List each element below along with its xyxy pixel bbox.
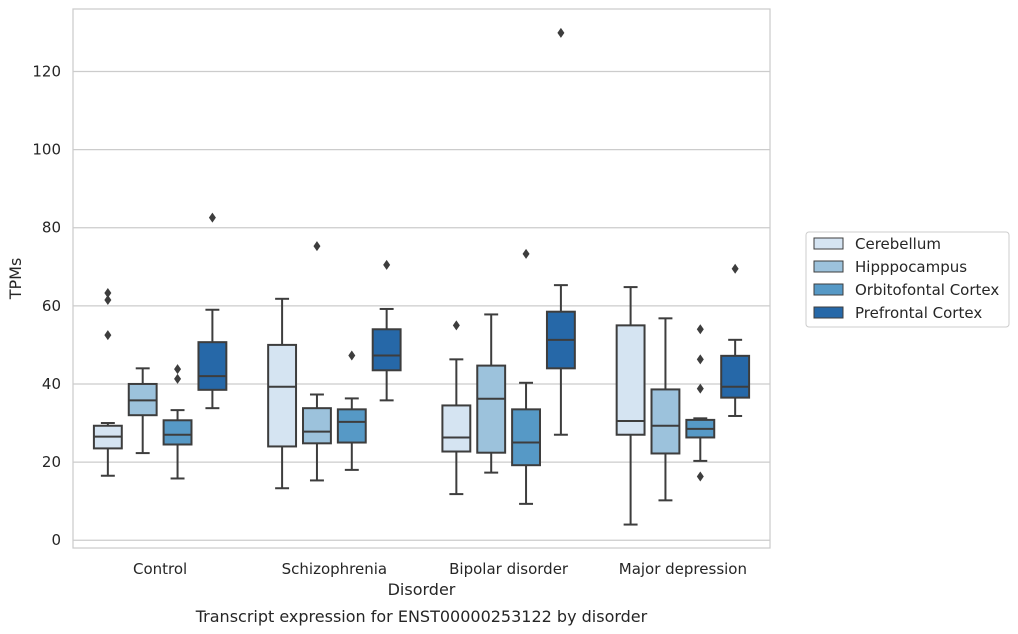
outlier-point (731, 263, 739, 274)
outlier-point (696, 383, 704, 394)
box-group (511, 248, 541, 505)
legend-swatch (813, 283, 844, 296)
y-tick-label: 20 (42, 453, 61, 471)
outlier-point (104, 287, 112, 298)
plot-frame (72, 8, 771, 549)
box-group (336, 350, 367, 471)
outlier-point (452, 320, 460, 331)
outlier-point (313, 241, 321, 252)
outlier-point (696, 354, 704, 365)
x-tick-label: Control (133, 560, 187, 578)
outlier-point (696, 324, 704, 335)
boxes (92, 27, 751, 526)
gridlines (73, 70, 770, 541)
box-group (371, 259, 402, 402)
outlier-point (522, 248, 530, 259)
box-group (92, 287, 123, 477)
y-tick-label: 40 (42, 375, 61, 393)
x-tick-label: Schizophrenia (282, 560, 387, 578)
box (476, 364, 507, 454)
y-axis-label: TPMs (6, 258, 25, 301)
box (720, 354, 751, 399)
box-group (302, 241, 332, 482)
legend-swatch (813, 306, 844, 319)
box (650, 388, 681, 455)
y-tick-label: 120 (32, 62, 61, 80)
outlier-point (104, 330, 112, 341)
box-group (545, 27, 576, 436)
legend-swatch (813, 260, 844, 273)
box-group (267, 297, 298, 490)
x-tick-label: Major depression (619, 560, 747, 578)
box (197, 341, 228, 391)
outlier-point (174, 373, 182, 384)
y-tick-labels: 0 20 40 60 80 100 120 (32, 62, 61, 549)
outlier-point (696, 471, 704, 482)
outlier-point (557, 27, 565, 38)
y-tick-label: 80 (42, 219, 61, 237)
y-tick-label: 60 (42, 297, 61, 315)
box (371, 328, 402, 372)
y-tick-label: 100 (32, 141, 61, 159)
x-tick-labels: Control Schizophrenia Bipolar disorder Majo… (133, 560, 747, 578)
legend: Cerebellum Hipppocampus Orbitofontal Corte… (805, 231, 1010, 328)
box-group (650, 317, 681, 502)
x-tick-label: Bipolar disorder (449, 560, 569, 578)
box (441, 404, 472, 453)
box-group (127, 367, 158, 455)
box-group (720, 263, 751, 417)
box-group (685, 324, 716, 482)
legend-label: Cerebellum (855, 235, 941, 253)
box-group (615, 286, 646, 526)
outlier-point (208, 212, 216, 223)
legend-frame (805, 231, 1010, 328)
chart-title: Transcript expression for ENST0000025312… (195, 607, 648, 626)
legend-label: Orbitofontal Cortex (855, 281, 999, 299)
outlier-point (348, 350, 356, 361)
box-group (197, 212, 228, 410)
y-tick-label: 0 (51, 531, 61, 549)
outlier-point (104, 294, 112, 305)
box-group (441, 320, 472, 496)
box (511, 408, 541, 467)
box (302, 407, 332, 445)
box (162, 419, 193, 446)
x-axis-label: Disorder (388, 580, 456, 599)
box (615, 324, 646, 436)
box-group (162, 364, 193, 480)
box (267, 343, 298, 448)
legend-label: Prefrontal Cortex (855, 304, 982, 322)
box-group (476, 313, 507, 474)
outlier-point (174, 364, 182, 375)
outlier-point (383, 259, 391, 270)
legend-label: Hipppocampus (855, 258, 967, 276)
box (336, 408, 367, 444)
legend-swatch (813, 237, 844, 250)
